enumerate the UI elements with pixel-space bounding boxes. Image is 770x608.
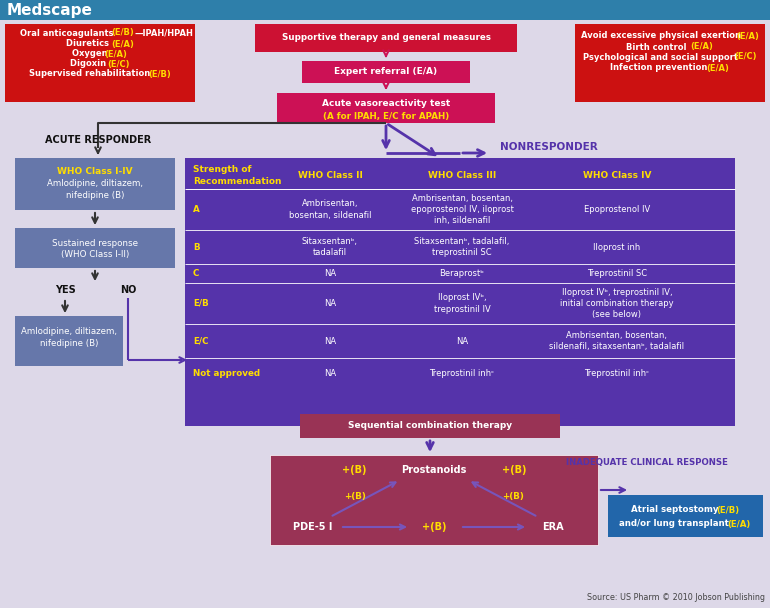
- Text: E/B: E/B: [193, 299, 209, 308]
- Text: Infection prevention: Infection prevention: [611, 63, 711, 72]
- Bar: [302, 61, 470, 83]
- Bar: [255, 24, 517, 52]
- Text: (E/B): (E/B): [148, 69, 171, 78]
- Text: Avoid excessive physical exertion: Avoid excessive physical exertion: [581, 32, 744, 41]
- Text: nifedipine (B): nifedipine (B): [65, 190, 124, 199]
- Text: NO: NO: [120, 285, 136, 295]
- Text: Source: US Pharm © 2010 Jobson Publishing: Source: US Pharm © 2010 Jobson Publishin…: [587, 593, 765, 601]
- Text: +(B): +(B): [502, 465, 526, 475]
- Bar: [608, 495, 763, 537]
- Text: C: C: [193, 269, 199, 278]
- Text: Epoprostenol IV: Epoprostenol IV: [584, 205, 650, 214]
- Text: B: B: [193, 243, 199, 252]
- Text: Prostanoids: Prostanoids: [401, 465, 467, 475]
- Text: Medscape: Medscape: [7, 2, 93, 18]
- Bar: [5, 24, 195, 102]
- Text: NA: NA: [324, 299, 336, 308]
- Text: INADEQUATE CLINICAL RESPONSE: INADEQUATE CLINICAL RESPONSE: [331, 399, 529, 409]
- Text: WHO Class II: WHO Class II: [297, 170, 363, 179]
- Text: Ambrisentan, bosentan,
sildenafil, sitaxsentanᵇ, tadalafil: Ambrisentan, bosentan, sildenafil, sitax…: [550, 331, 685, 351]
- Bar: [15, 158, 175, 210]
- Text: WHO Class I-IV: WHO Class I-IV: [57, 167, 132, 176]
- Text: (A for IPAH, E/C for APAH): (A for IPAH, E/C for APAH): [323, 111, 449, 120]
- Text: Sequential combination therapy: Sequential combination therapy: [348, 421, 512, 430]
- Text: ERA: ERA: [542, 522, 564, 532]
- Text: Strength of: Strength of: [193, 165, 252, 174]
- Bar: [277, 93, 495, 123]
- Bar: [0, 0, 770, 20]
- Text: NA: NA: [456, 336, 468, 345]
- Text: Recommendation: Recommendation: [193, 176, 282, 185]
- Text: Not approved: Not approved: [193, 370, 260, 379]
- Text: Treprostinil SC: Treprostinil SC: [587, 269, 647, 278]
- Text: WHO Class IV: WHO Class IV: [583, 170, 651, 179]
- Bar: [270, 455, 598, 545]
- Text: (E/A): (E/A): [736, 32, 759, 41]
- Text: Acute vasoreactivity test: Acute vasoreactivity test: [322, 98, 450, 108]
- Bar: [575, 24, 765, 102]
- Text: Expert referral (E/A): Expert referral (E/A): [334, 67, 437, 77]
- Text: E/C: E/C: [193, 336, 209, 345]
- Text: Supportive therapy and general measures: Supportive therapy and general measures: [282, 33, 490, 43]
- Text: Oral anticoagulants: Oral anticoagulants: [20, 29, 116, 38]
- Text: Diuretics: Diuretics: [65, 40, 112, 49]
- Text: —IPAH/HPAH: —IPAH/HPAH: [135, 29, 193, 38]
- Text: +(B): +(B): [422, 522, 447, 532]
- Text: Iloprost IVᵇ,
treprostinil IV: Iloprost IVᵇ, treprostinil IV: [434, 294, 490, 314]
- Text: Treprostinil inhᶜ: Treprostinil inhᶜ: [584, 370, 650, 379]
- Text: (E/A): (E/A): [728, 519, 751, 528]
- Text: Iloprost inh: Iloprost inh: [594, 243, 641, 252]
- Text: (E/B): (E/B): [112, 29, 134, 38]
- Text: Sitaxsentanᵇ, tadalafil,
treprostinil SC: Sitaxsentanᵇ, tadalafil, treprostinil SC: [414, 237, 510, 257]
- Text: NONRESPONDER: NONRESPONDER: [500, 142, 598, 152]
- Text: (E/A): (E/A): [707, 63, 729, 72]
- Text: (E/C): (E/C): [734, 52, 757, 61]
- Text: (E/A): (E/A): [105, 49, 128, 58]
- Text: INADEQUATE CLINICAL RESPONSE: INADEQUATE CLINICAL RESPONSE: [566, 457, 728, 466]
- Text: Ambrisentan, bosentan,
epoprostenol IV, iloprost
inh, sildenafil: Ambrisentan, bosentan, epoprostenol IV, …: [410, 194, 514, 225]
- Text: and/or lung transplant: and/or lung transplant: [618, 519, 732, 528]
- Text: PDE-5 I: PDE-5 I: [293, 522, 333, 532]
- Text: Iloprost IVᵇ, treprostinil IV,
initial combination therapy
(see below): Iloprost IVᵇ, treprostinil IV, initial c…: [561, 288, 674, 319]
- Text: (E/A): (E/A): [112, 40, 134, 49]
- Bar: [15, 228, 175, 268]
- Text: Atrial septostomy: Atrial septostomy: [631, 505, 721, 514]
- Text: ACUTE RESPONDER: ACUTE RESPONDER: [45, 135, 151, 145]
- Text: WHO Class III: WHO Class III: [428, 170, 496, 179]
- Text: Treprostinil inhᶜ: Treprostinil inhᶜ: [430, 370, 494, 379]
- Text: Oxygen: Oxygen: [72, 49, 111, 58]
- Text: +(B): +(B): [502, 492, 524, 502]
- Bar: [300, 414, 560, 438]
- Text: Supervised rehabilitation: Supervised rehabilitation: [29, 69, 153, 78]
- Text: Digoxin: Digoxin: [70, 60, 109, 69]
- Text: (WHO Class I-II): (WHO Class I-II): [61, 250, 129, 260]
- Bar: [15, 316, 123, 366]
- Text: (E/C): (E/C): [107, 60, 129, 69]
- Text: (E/A): (E/A): [691, 43, 714, 52]
- Text: NA: NA: [324, 370, 336, 379]
- Text: Amlodipine, diltiazem,: Amlodipine, diltiazem,: [47, 179, 143, 188]
- Text: +(B): +(B): [344, 492, 366, 502]
- Text: Beraprostᵇ: Beraprostᵇ: [440, 269, 484, 278]
- Text: Ambrisentan,
bosentan, sildenafil: Ambrisentan, bosentan, sildenafil: [289, 199, 371, 219]
- Text: YES: YES: [55, 285, 75, 295]
- Text: Psychological and social support: Psychological and social support: [583, 52, 741, 61]
- Text: A: A: [193, 205, 199, 214]
- Text: Sustained response: Sustained response: [52, 238, 138, 247]
- Text: nifedipine (B): nifedipine (B): [40, 339, 99, 348]
- Text: (E/B): (E/B): [716, 505, 739, 514]
- Text: Amlodipine, diltiazem,: Amlodipine, diltiazem,: [21, 328, 117, 336]
- Text: Sitaxsentanᵇ,
tadalafil: Sitaxsentanᵇ, tadalafil: [302, 237, 358, 257]
- Bar: [185, 158, 735, 426]
- Text: Birth control: Birth control: [627, 43, 690, 52]
- Text: NA: NA: [324, 269, 336, 278]
- Text: NA: NA: [324, 336, 336, 345]
- Text: +(B): +(B): [342, 465, 367, 475]
